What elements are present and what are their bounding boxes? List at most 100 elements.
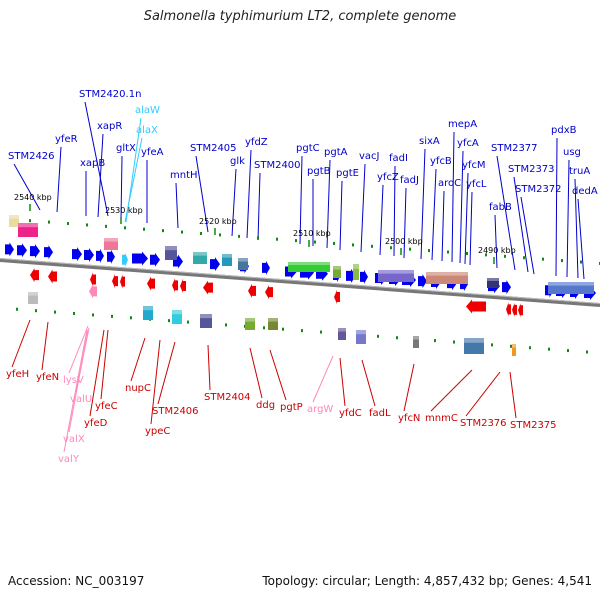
forward-colored-cds xyxy=(378,270,414,282)
forward-cds-arrow xyxy=(210,257,220,272)
gene-label-yfec[interactable]: yfeC xyxy=(95,401,118,412)
reverse-colored-cds-shine xyxy=(143,306,153,311)
minor-tick-upper xyxy=(29,219,31,223)
reverse-cds-arrow xyxy=(90,272,96,287)
gene-label-ddg[interactable]: ddg xyxy=(256,400,275,411)
gene-label-yfcn[interactable]: yfcN xyxy=(398,413,420,424)
gene-label-vacj[interactable]: vacJ xyxy=(359,151,380,162)
gene-label-fadj[interactable]: fadJ xyxy=(400,175,419,186)
gene-label-yfcl[interactable]: yfcL xyxy=(466,179,487,190)
reverse-colored-cds-shine xyxy=(464,338,484,343)
forward-colored-cds xyxy=(487,278,499,288)
gene-label-yfcm[interactable]: yfcM xyxy=(462,160,486,171)
minor-tick-upper xyxy=(447,250,449,254)
gene-label-argw[interactable]: argW xyxy=(307,404,333,415)
minor-tick-lower xyxy=(491,343,493,347)
gene-label-pgta[interactable]: pgtA xyxy=(324,147,348,158)
forward-cds-arrow xyxy=(122,252,128,267)
gene-label-stm2404[interactable]: STM2404 xyxy=(204,392,251,403)
reverse-cds-arrow xyxy=(518,303,523,318)
leader-line-lysv xyxy=(68,325,89,374)
minor-tick-lower xyxy=(453,340,455,344)
gene-label-glk[interactable]: glk xyxy=(230,156,245,167)
gene-label-valu[interactable]: valU xyxy=(70,394,92,405)
leader-line-stm2372 xyxy=(520,196,535,275)
leader-line-valx xyxy=(68,329,89,433)
minor-tick-upper xyxy=(504,254,506,258)
forward-colored-cds xyxy=(9,215,19,227)
gene-label-lysv[interactable]: lysV xyxy=(63,375,84,386)
reverse-colored-cds xyxy=(245,318,255,330)
reverse-colored-cds xyxy=(413,336,419,348)
gene-label-usg[interactable]: usg xyxy=(563,147,581,158)
reverse-cds-arrow xyxy=(334,290,340,305)
gene-label-yfea[interactable]: yfeA xyxy=(141,147,164,158)
gene-label-yfen[interactable]: yfeN xyxy=(36,372,59,383)
map-title: Salmonella typhimurium LT2, complete gen… xyxy=(143,9,457,24)
gene-label-stm2377[interactable]: STM2377 xyxy=(491,143,538,154)
gene-label-stm2372[interactable]: STM2372 xyxy=(515,184,562,195)
gene-label-alax[interactable]: alaX xyxy=(136,125,158,136)
gene-label-fadi[interactable]: fadI xyxy=(389,153,408,164)
forward-cds-arrow xyxy=(418,274,427,289)
leader-line-stm2375 xyxy=(509,371,517,419)
gene-label-yfcz[interactable]: yfcZ xyxy=(377,172,399,183)
gene-label-yfcb[interactable]: yfcB xyxy=(430,156,452,167)
gene-label-xapr[interactable]: xapR xyxy=(97,121,122,132)
leader-line-yfdc xyxy=(339,357,346,407)
gene-label-gltx[interactable]: gltX xyxy=(116,143,136,154)
gene-label-fabb[interactable]: fabB xyxy=(489,202,512,213)
gene-label-fadl[interactable]: fadL xyxy=(369,408,391,419)
gene-label-ypec[interactable]: ypeC xyxy=(145,426,170,437)
minor-tick-upper xyxy=(200,232,202,235)
gene-label-nupc[interactable]: nupC xyxy=(125,383,151,394)
gene-label-yfeh[interactable]: yfeH xyxy=(6,369,29,380)
reverse-cds-arrow xyxy=(48,269,57,284)
gene-label-stm2420-1n[interactable]: STM2420.1n xyxy=(79,89,141,100)
leader-line-fadl xyxy=(361,359,376,407)
gene-label-xapb[interactable]: xapB xyxy=(80,158,105,169)
reverse-colored-cds xyxy=(512,344,516,356)
leader-line-usg xyxy=(566,159,570,278)
gene-label-alaw[interactable]: alaW xyxy=(135,105,160,116)
gene-label-pdxb[interactable]: pdxB xyxy=(551,125,577,136)
scale-tick-label: 2530 kbp xyxy=(105,206,143,215)
gene-label-pgtc[interactable]: pgtC xyxy=(296,143,320,154)
gene-label-pgtb[interactable]: pgtB xyxy=(307,166,331,177)
minor-tick-lower xyxy=(16,307,18,311)
label-leader-lines xyxy=(11,101,585,453)
gene-label-mnmc[interactable]: mnmC xyxy=(425,413,458,424)
forward-colored-cds xyxy=(18,223,38,237)
leader-line-yfcz xyxy=(379,184,384,256)
gene-label-stm2376[interactable]: STM2376 xyxy=(460,418,507,429)
minor-tick-upper xyxy=(143,227,145,231)
gene-label-pgte[interactable]: pgtE xyxy=(336,168,359,179)
gene-label-stm2375[interactable]: STM2375 xyxy=(510,420,557,431)
gene-label-yfed[interactable]: yfeD xyxy=(84,418,108,429)
scale-tick-label: 2510 kbp xyxy=(293,229,331,238)
gene-label-sixa[interactable]: sixA xyxy=(419,136,440,147)
gene-label-stm2405[interactable]: STM2405 xyxy=(190,143,237,154)
gene-label-yfca[interactable]: yfcA xyxy=(457,138,479,149)
minor-tick-upper xyxy=(238,234,240,238)
gene-label-stm2426[interactable]: STM2426 xyxy=(8,151,55,162)
gene-label-yfer[interactable]: yfeR xyxy=(55,134,78,145)
gene-label-trua[interactable]: truA xyxy=(569,166,590,177)
gene-label-stm2373[interactable]: STM2373 xyxy=(508,164,555,175)
backbone-highlight xyxy=(0,258,600,304)
gene-label-valx[interactable]: valX xyxy=(63,434,85,445)
gene-label-stm2406[interactable]: STM2406 xyxy=(152,406,199,417)
minor-tick-lower xyxy=(529,346,531,350)
gene-label-mepa[interactable]: mepA xyxy=(448,119,477,130)
gene-label-deda[interactable]: dedA xyxy=(572,186,598,197)
gene-label-yfdz[interactable]: yfdZ xyxy=(245,137,268,148)
reverse-colored-cds xyxy=(268,318,278,330)
gene-label-yfdc[interactable]: yfdC xyxy=(339,408,362,419)
gene-label-pgtp[interactable]: pgtP xyxy=(280,402,303,413)
gene-label-mnth[interactable]: mntH xyxy=(170,170,198,181)
gene-label-aroc[interactable]: aroC xyxy=(438,178,461,189)
leader-line-glk xyxy=(231,168,237,237)
gene-label-stm2400[interactable]: STM2400 xyxy=(254,160,301,171)
gene-label-valy[interactable]: valY xyxy=(58,454,80,465)
reverse-cds-arrow xyxy=(203,280,213,295)
